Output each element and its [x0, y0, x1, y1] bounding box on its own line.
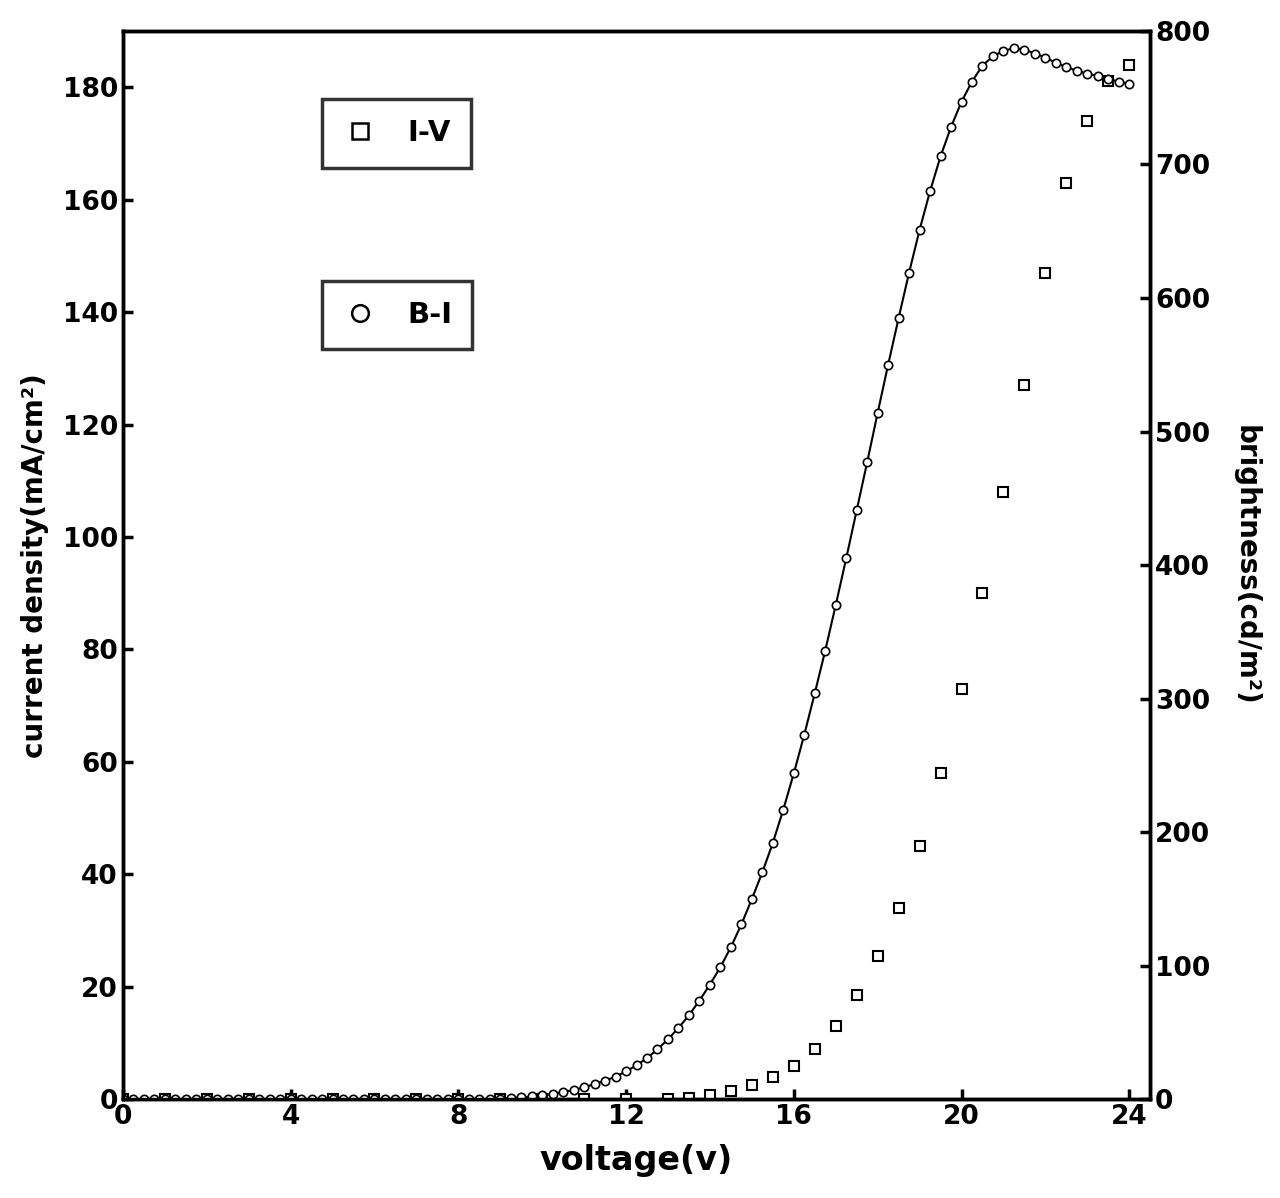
- I-V: [241, 1093, 256, 1107]
- I-V: [786, 1059, 801, 1073]
- I-V: [157, 1093, 173, 1107]
- Line: I-V: I-V: [118, 60, 1134, 1105]
- I-V: [283, 1093, 298, 1107]
- Line: B-I: B-I: [119, 44, 1133, 1103]
- B-I: [691, 993, 707, 1008]
- B-I: [188, 1093, 204, 1107]
- I-V: [996, 485, 1011, 500]
- B-I: [378, 1093, 393, 1107]
- B-I: [1006, 41, 1021, 55]
- I-V: [367, 1093, 383, 1107]
- I-V: [891, 901, 906, 915]
- I-V: [849, 988, 864, 1003]
- B-I: [618, 1064, 634, 1078]
- I-V: [808, 1041, 823, 1055]
- B-I: [147, 1093, 163, 1107]
- I-V: [1038, 266, 1053, 280]
- I-V: [933, 766, 948, 780]
- B-I: [891, 310, 906, 325]
- I-V: [911, 839, 927, 853]
- I-V: [1101, 74, 1116, 89]
- I-V: [870, 949, 886, 963]
- I-V: [115, 1093, 131, 1107]
- I-V: [703, 1088, 718, 1102]
- Y-axis label: brightness(cd/m²): brightness(cd/m²): [1231, 425, 1260, 706]
- I-V: [535, 1093, 550, 1107]
- I-V: [618, 1093, 634, 1107]
- I-V: [408, 1093, 424, 1107]
- I-V: [1059, 175, 1074, 189]
- Legend: B-I: B-I: [323, 280, 472, 350]
- I-V: [198, 1093, 214, 1107]
- I-V: [723, 1084, 739, 1099]
- I-V: [681, 1090, 696, 1105]
- X-axis label: voltage(v): voltage(v): [540, 1144, 733, 1178]
- I-V: [954, 682, 969, 696]
- I-V: [828, 1019, 844, 1034]
- B-I: [1121, 77, 1137, 91]
- I-V: [660, 1093, 676, 1107]
- I-V: [325, 1093, 340, 1107]
- I-V: [1079, 114, 1094, 128]
- B-I: [115, 1093, 131, 1107]
- I-V: [1121, 58, 1137, 72]
- I-V: [576, 1093, 591, 1107]
- I-V: [765, 1070, 781, 1084]
- I-V: [975, 586, 991, 600]
- Y-axis label: current density(mA/cm²): current density(mA/cm²): [20, 373, 49, 757]
- I-V: [451, 1093, 466, 1107]
- I-V: [493, 1093, 508, 1107]
- I-V: [744, 1078, 759, 1093]
- I-V: [1016, 377, 1032, 392]
